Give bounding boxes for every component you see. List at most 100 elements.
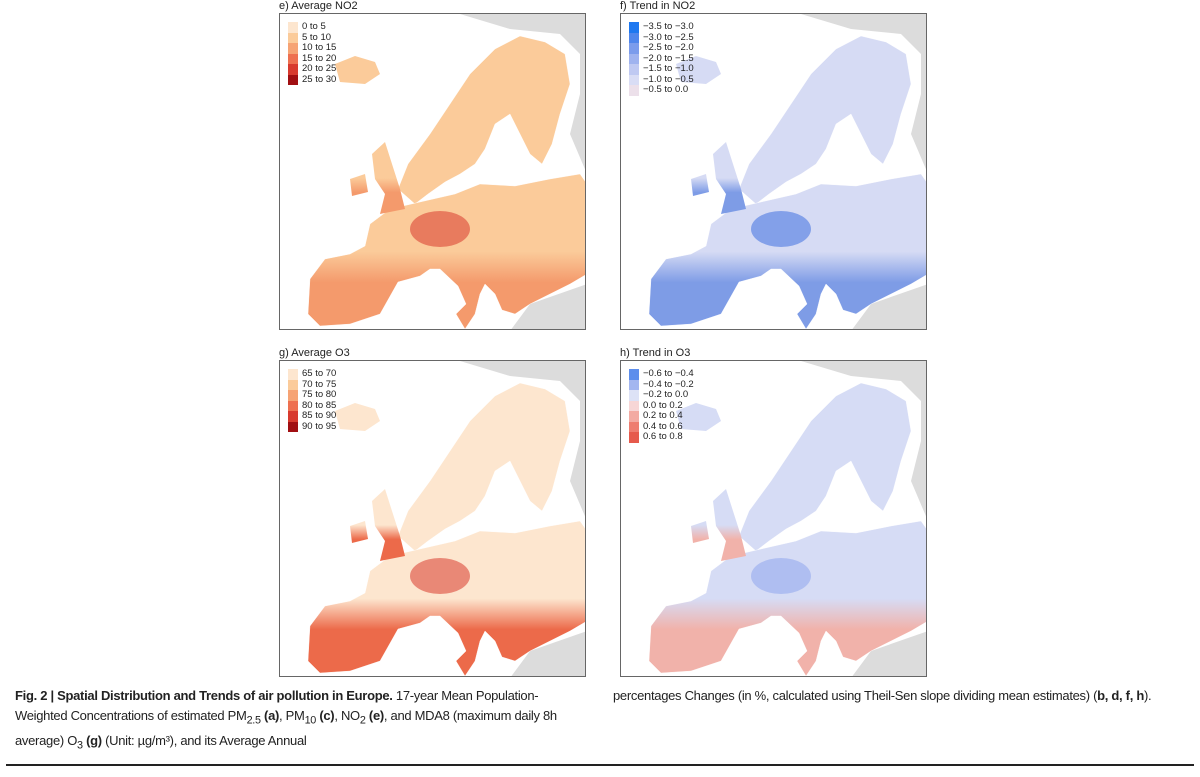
legend-entry: −2.0 to −1.5 (629, 52, 694, 64)
legend-swatch (288, 43, 298, 54)
legend-swatch (288, 53, 298, 64)
europe-map (648, 14, 926, 329)
legend-label: −2.0 to −1.5 (643, 52, 694, 64)
legend-swatch (629, 379, 639, 390)
panel-title: e) Average NO2 (279, 0, 358, 12)
legend-swatch (629, 85, 639, 96)
non-eu-land (801, 14, 926, 329)
legend-label: 85 to 90 (302, 410, 337, 421)
legend-label: 0.6 to 0.8 (643, 431, 683, 442)
map-frame: −3.5 to −3.0 −3.0 to −2.5 −2.5 to −2.0 −2.0… (620, 13, 927, 330)
legend-swatch (288, 369, 298, 380)
legend-swatch (629, 390, 639, 401)
europe-map (307, 361, 585, 676)
continental-region (307, 520, 585, 676)
legend-swatch (629, 400, 639, 411)
panel-title: g) Average O3 (279, 347, 350, 359)
caption-rule (6, 764, 1194, 766)
legend-swatch (288, 74, 298, 85)
panel-title: h) Trend in O3 (620, 347, 691, 359)
panel-trend-no2: f) Trend in NO2 −3.5 to −3.0 −3.0 to −2.5… (620, 0, 927, 330)
legend-label: −3.0 to −2.5 (643, 31, 694, 43)
legend-label: −0.5 to 0.0 (643, 84, 689, 95)
legend-swatch (629, 43, 639, 54)
legend-entry: 0 to 5 (288, 21, 336, 33)
map-frame: −0.6 to −0.4 −0.4 to −0.2 −0.2 to 0.0 0.0 t… (620, 360, 927, 677)
legend-label: 0 to 5 (302, 21, 326, 32)
legend-label: 75 to 80 (302, 389, 337, 400)
europe-map (307, 14, 585, 329)
legend-swatch (288, 390, 298, 401)
caption-text: percentages Changes (in %, calculated us… (613, 688, 1098, 703)
caption-ref: (e) (368, 708, 384, 723)
iceland-region (676, 403, 721, 431)
legend-entry: 75 to 80 (288, 389, 337, 401)
non-eu-land (801, 361, 926, 676)
british-isles-region (691, 489, 746, 561)
legend-label: −1.5 to −1.0 (643, 63, 694, 74)
british-isles-region (350, 489, 405, 561)
legend-entry: 0.0 to 0.2 (629, 399, 694, 411)
legend-entry: 0.2 to 0.4 (629, 410, 694, 422)
caption-text: (Unit: µg/m³), and its Average Annual (101, 732, 307, 748)
legend-entry: −0.2 to 0.0 (629, 389, 694, 401)
legend-label: 90 to 95 (302, 420, 337, 432)
legend-entry: 70 to 75 (288, 378, 337, 390)
figure-caption-col2: percentages Changes (in %, calculated us… (613, 686, 1183, 706)
legend-label: −2.5 to −2.0 (643, 42, 694, 53)
panel-trend-o3: h) Trend in O3 −0.6 to −0.4 −0.4 to −0.2−… (620, 347, 927, 677)
legend-swatch (629, 64, 639, 75)
legend-label: 10 to 15 (302, 42, 337, 53)
legend-label: 15 to 20 (302, 52, 337, 64)
legend-label: −3.5 to −3.0 (643, 21, 694, 32)
legend-swatch (629, 74, 639, 85)
scandinavia-region (738, 35, 912, 205)
legend-swatch (629, 432, 639, 443)
legend-label: 0.4 to 0.6 (643, 420, 683, 432)
legend-swatch (288, 411, 298, 422)
map-frame: 65 to 70 70 to 75 75 to 80 80 to 85 85 to 90… (279, 360, 586, 677)
continental-region (648, 520, 926, 676)
caption-text: 17-year Mean Population-Weighted Concent… (15, 688, 539, 723)
legend-entry: 85 to 90 (288, 410, 337, 422)
map-legend: −0.6 to −0.4 −0.4 to −0.2 −0.2 to 0.0 0.0 t… (629, 368, 694, 443)
panel-average-o3: g) Average O3 65 to 70 70 to 75 75 to 80 80… (279, 347, 586, 677)
figure-caption-col1: Fig. 2 | Spatial Distribution and Trends… (15, 686, 590, 755)
legend-entry: −0.5 to 0.0 (629, 84, 694, 96)
legend-entry: 65 to 70 (288, 368, 336, 380)
legend-swatch (629, 53, 639, 64)
legend-entry: −2.5 to −2.0 (629, 42, 694, 54)
map-legend: 65 to 70 70 to 75 75 to 80 80 to 85 85 to 90… (288, 368, 337, 432)
legend-swatch (288, 379, 298, 390)
caption-ref: (a) (264, 708, 280, 723)
legend-swatch (288, 64, 298, 75)
legend-swatch (629, 411, 639, 422)
caption-text: , and MDA8 (maximum daily 8h average) O (15, 708, 557, 748)
legend-entry: 25 to 30 (288, 74, 336, 85)
legend-label: −1.0 to −0.5 (643, 73, 694, 85)
legend-label: 70 to 75 (302, 378, 337, 390)
legend-swatch (629, 421, 639, 432)
legend-swatch (288, 421, 298, 432)
caption-sub: 10 (304, 714, 317, 727)
legend-swatch (288, 22, 298, 33)
hotspot-region (410, 558, 470, 594)
caption-ref: b, d, f, h (1097, 688, 1144, 703)
legend-label: 0.0 to 0.2 (643, 399, 683, 411)
legend-entry: −3.5 to −3.0 (629, 21, 694, 33)
hotspot-region (751, 558, 811, 594)
legend-entry: −0.4 to −0.2 (629, 379, 694, 390)
legend-entry: 0.6 to 0.8 (629, 431, 694, 443)
british-isles-region (691, 142, 746, 214)
caption-ref: (c) (319, 708, 335, 723)
caption-sub: 2.5 (246, 714, 261, 727)
legend-entry: 90 to 95 (288, 420, 337, 432)
legend-label: 20 to 25 (302, 63, 337, 74)
figure-label: Fig. 2 | Spatial Distribution and Trends… (15, 688, 393, 703)
legend-entry: 20 to 25 (288, 63, 337, 75)
panel-title: f) Trend in NO2 (620, 0, 696, 12)
british-isles-region (350, 142, 405, 214)
legend-swatch (629, 369, 639, 380)
